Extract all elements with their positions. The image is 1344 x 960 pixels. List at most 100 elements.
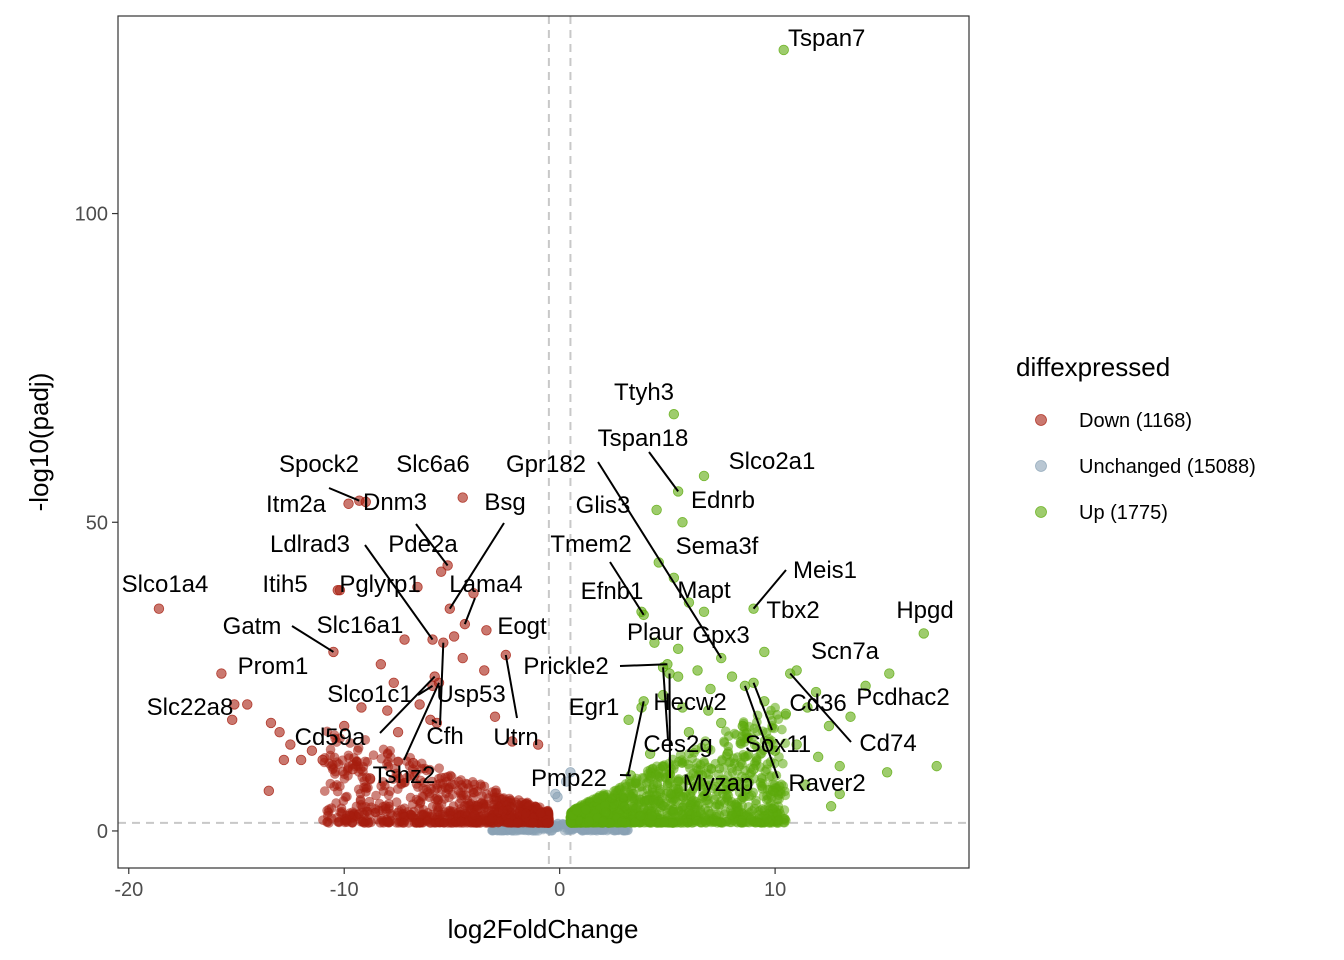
cloud-point (382, 817, 393, 828)
cloud-point (384, 798, 394, 809)
data-point-down (356, 702, 367, 713)
data-point-down (382, 705, 393, 716)
cloud-point (360, 801, 371, 812)
cloud-point (353, 742, 364, 753)
cloud-point (345, 738, 356, 748)
gene-label-gpx3: Gpx3 (692, 622, 749, 649)
data-point-down (242, 699, 253, 710)
cloud-point (500, 796, 511, 807)
cloud-point (432, 795, 443, 806)
data-point-down (489, 711, 501, 722)
gene-label-hpgd: Hpgd (896, 597, 953, 624)
cloud-point (503, 817, 514, 828)
gene-point-pde2a (435, 566, 447, 577)
cloud-point (611, 785, 621, 796)
cloud-point (655, 786, 665, 797)
cloud-point (331, 798, 342, 808)
data-point-up (731, 776, 742, 787)
gene-point-slc22a8 (229, 699, 240, 710)
gene-label-cd59a: Cd59a (295, 724, 366, 751)
gene-label-plaur: Plaur (627, 619, 683, 646)
leader-line-gatm (291, 625, 334, 653)
y-axis-title: -log10(padj) (24, 373, 54, 512)
gene-label-ednrb: Ednrb (691, 487, 755, 514)
gene-point-itm2a (343, 498, 354, 509)
cloud-point (322, 726, 333, 737)
label-leader-lines (291, 451, 852, 779)
gene-label-itih5: Itih5 (262, 571, 307, 598)
cloud-point (528, 817, 539, 828)
data-point-unchanged (560, 776, 572, 787)
legend-key-up (1035, 506, 1047, 518)
cloud-point (376, 753, 387, 764)
cloud-point (535, 808, 546, 819)
cloud-point (469, 810, 480, 820)
gene-point-prom1 (216, 668, 227, 679)
cloud-point (439, 817, 449, 828)
data-point-up (881, 767, 893, 778)
data-point-down (414, 699, 425, 710)
cloud-point (670, 759, 681, 770)
cloud-point (647, 811, 657, 822)
cloud-point (383, 761, 394, 772)
gene-label-eogt: Eogt (497, 613, 547, 640)
gene-label-slc22a8: Slc22a8 (147, 694, 234, 721)
leader-line-prickle2 (619, 663, 668, 667)
x-axis-title: log2FoldChange (448, 914, 639, 944)
data-point-down (317, 754, 328, 766)
cloud-point (631, 802, 642, 813)
data-point-down (263, 785, 275, 797)
cloud-point (581, 804, 591, 815)
data-point-down (226, 714, 238, 726)
gene-label-scn7a: Scn7a (811, 638, 880, 665)
leader-line-meis1 (752, 569, 787, 610)
y-tick-label: 50 (86, 512, 108, 534)
data-point-unchanged (565, 767, 576, 778)
gene-label-itm2a: Itm2a (266, 491, 327, 518)
data-point-down (285, 739, 296, 750)
gene-label-prom1: Prom1 (238, 653, 309, 680)
cloud-point (735, 736, 746, 747)
gene-point-slco1a4 (153, 603, 165, 614)
x-tick-label: -20 (114, 879, 143, 901)
cloud-point (407, 799, 418, 810)
data-point-down (375, 659, 387, 670)
data-point-up (791, 739, 802, 750)
cloud-point (700, 736, 711, 746)
cloud-point (635, 810, 646, 821)
cloud-point (435, 809, 446, 820)
gene-point-ednrb (677, 517, 688, 528)
cloud-point (447, 779, 458, 790)
gene-label-glis3: Glis3 (576, 492, 631, 519)
cloud-point (761, 814, 772, 824)
gene-label-efnb1: Efnb1 (581, 578, 644, 605)
gene-label-tbx2: Tbx2 (766, 597, 819, 624)
gene-label-prickle2: Prickle2 (523, 653, 608, 680)
cloud-point (360, 734, 371, 745)
leader-line-ces2g (662, 667, 669, 741)
gene-label-spock2: Spock2 (279, 451, 359, 478)
data-point-up (769, 745, 781, 756)
cloud-point (761, 764, 772, 775)
cloud-point (646, 772, 657, 782)
data-point-down (347, 764, 359, 775)
cloud-point (335, 733, 346, 744)
data-point-up (825, 801, 837, 812)
cloud-point (434, 763, 445, 774)
cloud-point (392, 756, 403, 767)
x-tick-label: 10 (764, 879, 786, 901)
cloud-point (469, 788, 480, 798)
data-point-up (780, 708, 792, 719)
gene-label-gatm: Gatm (223, 613, 282, 640)
data-point-down (265, 717, 277, 729)
gene-label-tmem2: Tmem2 (550, 531, 631, 558)
legend-label-up: Up (1775) (1079, 502, 1168, 524)
cloud-point (749, 723, 760, 734)
cloud-point (673, 776, 683, 787)
gene-point-slc6a6 (457, 492, 468, 503)
data-point-down (392, 726, 404, 738)
x-tick-label: -10 (330, 879, 359, 901)
data-point-up (722, 748, 733, 759)
data-point-up (683, 726, 695, 738)
gene-point-gatm (328, 646, 339, 658)
